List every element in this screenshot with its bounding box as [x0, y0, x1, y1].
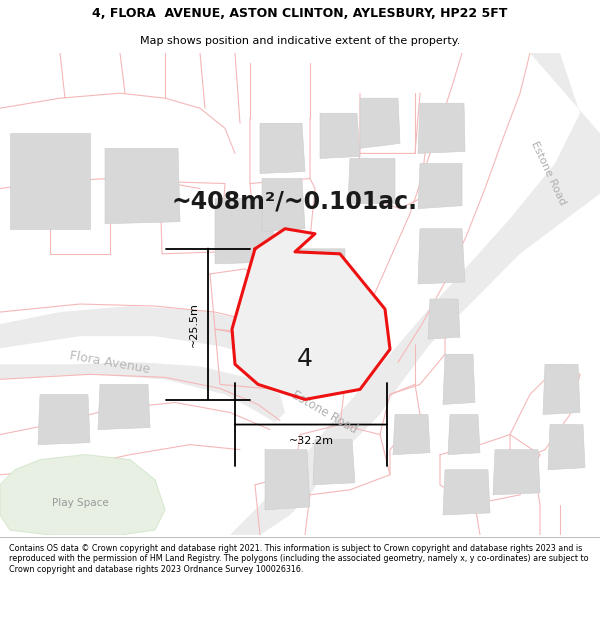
Polygon shape — [493, 449, 540, 495]
Text: Play Space: Play Space — [52, 498, 109, 508]
Polygon shape — [10, 133, 90, 229]
Polygon shape — [260, 123, 305, 174]
Polygon shape — [265, 449, 310, 510]
Polygon shape — [443, 470, 490, 515]
Text: Estone Road: Estone Road — [290, 389, 360, 436]
Polygon shape — [548, 424, 585, 470]
Polygon shape — [262, 179, 305, 232]
Text: ~408m²/~0.101ac.: ~408m²/~0.101ac. — [172, 189, 418, 214]
Text: Contains OS data © Crown copyright and database right 2021. This information is : Contains OS data © Crown copyright and d… — [9, 544, 589, 574]
Polygon shape — [105, 148, 180, 224]
Polygon shape — [313, 439, 355, 485]
Polygon shape — [295, 304, 340, 334]
Text: Map shows position and indicative extent of the property.: Map shows position and indicative extent… — [140, 36, 460, 46]
Polygon shape — [360, 98, 400, 148]
Polygon shape — [0, 454, 165, 535]
Polygon shape — [393, 414, 430, 454]
Text: Flora Avenue: Flora Avenue — [69, 349, 151, 376]
Polygon shape — [348, 158, 395, 204]
Text: 4: 4 — [297, 348, 313, 371]
Polygon shape — [448, 414, 480, 454]
Polygon shape — [0, 306, 310, 422]
Polygon shape — [543, 364, 580, 414]
Polygon shape — [293, 249, 345, 304]
Polygon shape — [98, 384, 150, 429]
Polygon shape — [230, 53, 600, 535]
Text: Estone Road: Estone Road — [529, 140, 567, 207]
Polygon shape — [320, 113, 360, 158]
Polygon shape — [443, 354, 475, 404]
Polygon shape — [418, 229, 465, 284]
Polygon shape — [232, 229, 390, 399]
Polygon shape — [38, 394, 90, 444]
Text: 4, FLORA  AVENUE, ASTON CLINTON, AYLESBURY, HP22 5FT: 4, FLORA AVENUE, ASTON CLINTON, AYLESBUR… — [92, 7, 508, 20]
Polygon shape — [418, 164, 462, 209]
Polygon shape — [428, 299, 460, 339]
Polygon shape — [215, 199, 275, 264]
Text: ~25.5m: ~25.5m — [189, 302, 199, 346]
Polygon shape — [418, 103, 465, 153]
Text: ~32.2m: ~32.2m — [289, 436, 334, 446]
